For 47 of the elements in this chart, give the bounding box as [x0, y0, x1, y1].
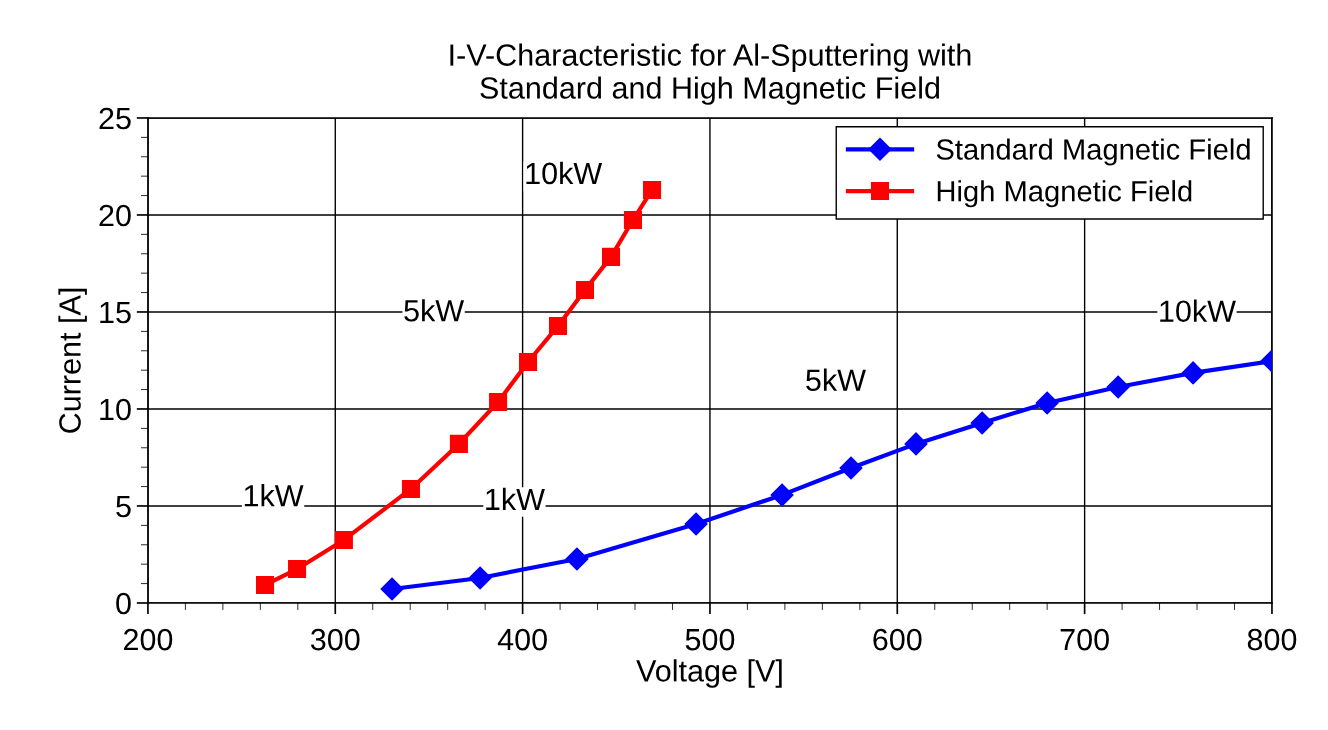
annotation: 5kW — [404, 299, 465, 322]
point — [770, 483, 794, 507]
x-tick-label: 200 — [123, 628, 173, 651]
x-tick-label: 400 — [497, 628, 547, 651]
chart-title: I-V-Characteristic for Al-Sputtering with Standard and High Magnetic Field — [450, 43, 971, 105]
annotation: 1kW — [244, 484, 304, 507]
annotation: 10kW — [526, 161, 603, 185]
annotation: 5kW — [806, 368, 866, 391]
point — [643, 180, 662, 199]
y-tick-label: 10 — [100, 398, 131, 421]
x-tick-label: 700 — [1060, 628, 1109, 651]
x-tick-label: 600 — [873, 628, 922, 651]
point — [449, 434, 468, 453]
point — [288, 560, 307, 579]
point — [565, 547, 589, 571]
point — [623, 210, 642, 230]
y-tick-label: 25 — [99, 107, 131, 130]
point — [519, 352, 538, 372]
y-tick-label: 0 — [116, 592, 131, 615]
point — [970, 411, 994, 435]
y-axis-title: Current [A] — [58, 288, 87, 433]
point — [1035, 391, 1059, 415]
point — [839, 456, 863, 480]
y-tick-label: 5 — [116, 496, 131, 518]
point — [684, 512, 708, 536]
point — [401, 479, 420, 498]
point — [334, 530, 353, 549]
point — [255, 575, 275, 594]
x-tick-label: 800 — [1247, 628, 1297, 651]
point — [1181, 361, 1205, 385]
point — [468, 566, 492, 590]
x-axis-title: Voltage [V] — [636, 659, 782, 688]
point — [1106, 375, 1130, 399]
x-tick-label: 300 — [310, 628, 360, 651]
y-tick-label: 15 — [100, 302, 131, 324]
point — [489, 392, 508, 412]
x-tick-label: 500 — [685, 628, 735, 651]
annotation: 10kW — [1160, 299, 1236, 323]
y-tick-label: 20 — [99, 204, 131, 227]
point — [575, 281, 595, 300]
point — [602, 247, 621, 266]
point — [380, 577, 404, 601]
point — [548, 316, 568, 335]
annotation: 1kW — [486, 487, 545, 510]
legend-label: High Magnetic Field — [937, 180, 1192, 208]
point — [904, 432, 928, 456]
legend-label: Standard Magnetic Field — [936, 138, 1250, 166]
